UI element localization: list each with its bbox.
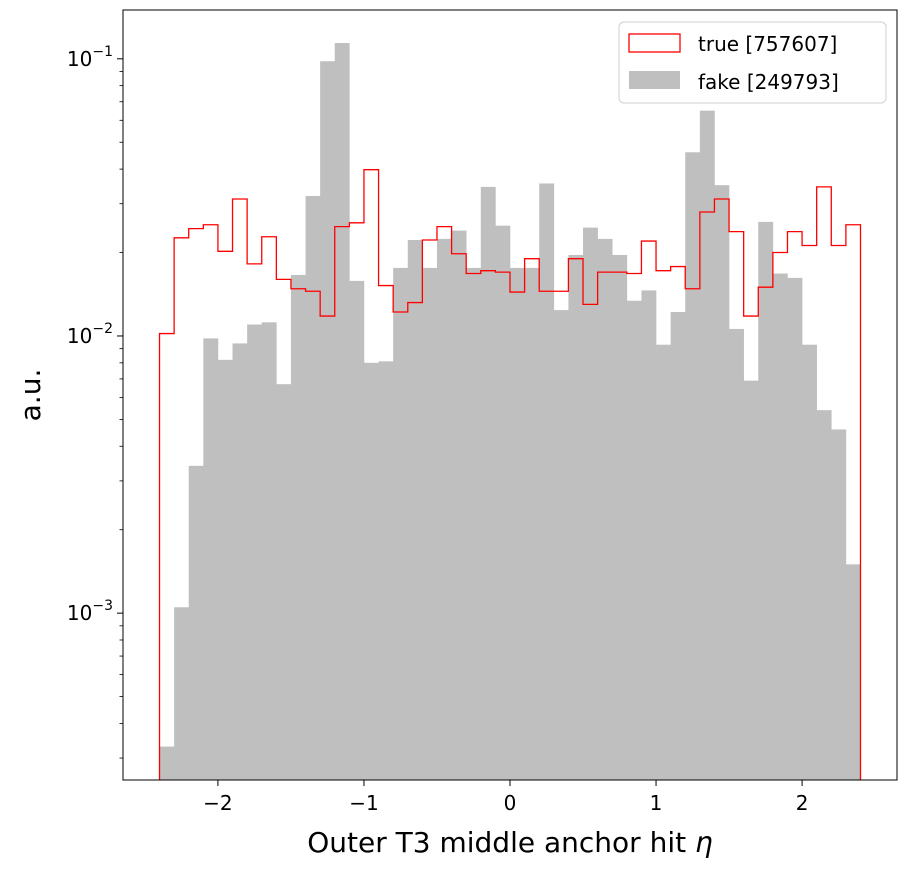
- fake-bar: [612, 254, 628, 780]
- fake-bar: [758, 221, 774, 780]
- fake-bar: [656, 344, 671, 780]
- x-axis-label: Outer T3 middle anchor hit η: [307, 826, 712, 859]
- fake-bar: [729, 328, 744, 780]
- fake-bar: [568, 254, 584, 780]
- fake-bar: [583, 227, 598, 780]
- fake-bar: [349, 280, 365, 780]
- fake-bar: [363, 362, 379, 780]
- legend: true [757607] fake [249793]: [618, 21, 887, 104]
- legend-frame: [618, 21, 887, 104]
- x-axis-ticks: −2 −1 0 1 2: [203, 780, 808, 815]
- fake-bar: [217, 359, 233, 780]
- fake-bar: [188, 465, 204, 780]
- fake-bar: [743, 380, 759, 780]
- fake-bar: [320, 61, 336, 781]
- fake-bar: [714, 185, 730, 780]
- y-tick-label-base: 10: [67, 324, 92, 348]
- fake-bar: [480, 186, 496, 780]
- fake-bar: [845, 564, 861, 780]
- y-tick-label-exponent: −3: [92, 598, 113, 614]
- fake-bar: [407, 239, 423, 780]
- fake-bar: [247, 324, 263, 780]
- fake-bar: [699, 110, 715, 781]
- fake-bar: [276, 384, 292, 780]
- fake-bar: [802, 344, 817, 780]
- y-tick-label-base: 10: [67, 601, 92, 625]
- x-axis-label-symbol: η: [695, 826, 713, 859]
- y-tick-label-exponent: −1: [92, 44, 113, 60]
- fake-bar: [378, 361, 394, 780]
- x-tick-label: −1: [349, 791, 378, 815]
- fake-bar: [831, 429, 847, 780]
- fake-bar: [495, 225, 511, 780]
- y-tick-label: 10−2: [67, 321, 113, 348]
- fake-bar: [553, 310, 569, 780]
- legend-fake-label: fake [249793]: [698, 70, 839, 94]
- fake-bar: [232, 343, 248, 780]
- fake-bar: [334, 43, 350, 780]
- x-tick-label: 1: [650, 791, 663, 815]
- fake-bar: [626, 300, 642, 780]
- fake-bar: [772, 273, 788, 780]
- y-axis-ticks: 10−310−210−1: [67, 44, 123, 759]
- fake-bar: [641, 290, 657, 780]
- fake-bar: [305, 195, 321, 781]
- fake-bar: [597, 238, 613, 781]
- legend-true-swatch: [628, 33, 681, 53]
- y-axis-label: a.u.: [14, 369, 47, 422]
- fake-bar: [787, 277, 803, 780]
- fake-bar: [670, 312, 686, 780]
- true-series-step-line: [158, 169, 862, 780]
- fake-bar: [685, 152, 701, 780]
- fake-bar: [422, 267, 438, 780]
- fake-bar: [393, 267, 409, 780]
- x-tick-label: 2: [796, 791, 809, 815]
- fake-bar: [261, 322, 277, 780]
- fake-bar: [436, 238, 452, 781]
- fake-bar: [159, 746, 175, 780]
- fake-bar: [203, 338, 219, 780]
- fake-bar: [174, 607, 190, 780]
- x-tick-label: 0: [504, 791, 517, 815]
- y-tick-label-exponent: −2: [92, 321, 113, 337]
- y-tick-label-base: 10: [67, 47, 92, 71]
- x-axis-label-text: Outer T3 middle anchor hit: [307, 826, 686, 859]
- legend-fake-swatch: [629, 71, 680, 89]
- y-tick-label: 10−1: [67, 44, 113, 71]
- y-tick-label: 10−3: [67, 598, 113, 625]
- fake-bar: [451, 230, 467, 781]
- fake-bar: [466, 267, 482, 780]
- fake-bar: [290, 274, 306, 780]
- fake-bar: [510, 267, 525, 780]
- legend-true-label: true [757607]: [698, 32, 837, 56]
- x-tick-label: −2: [203, 791, 232, 815]
- fake-bar: [539, 183, 555, 780]
- fake-series-bars: [159, 43, 861, 781]
- fake-bar: [524, 267, 540, 780]
- fake-bar: [816, 410, 832, 780]
